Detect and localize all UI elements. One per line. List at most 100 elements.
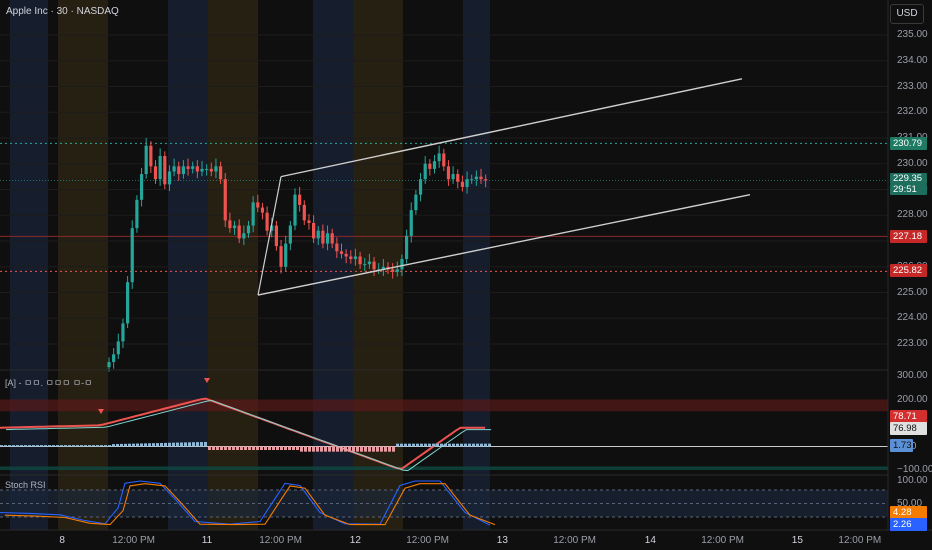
candle[interactable]	[223, 179, 227, 221]
histogram-bar	[184, 442, 187, 447]
candle[interactable]	[418, 179, 423, 195]
candle[interactable]	[177, 166, 181, 175]
candle[interactable]	[330, 233, 334, 244]
candle[interactable]	[335, 243, 339, 252]
histogram-bar	[12, 445, 15, 447]
sell-signal-marker[interactable]	[204, 378, 210, 383]
candle[interactable]	[167, 171, 172, 185]
candle[interactable]	[251, 202, 255, 226]
candle[interactable]	[149, 145, 153, 167]
candle[interactable]	[432, 161, 437, 169]
candle[interactable]	[316, 230, 320, 239]
candle[interactable]	[442, 153, 446, 167]
candle[interactable]	[302, 204, 306, 221]
histogram-bar	[248, 446, 251, 451]
candle[interactable]	[191, 166, 195, 169]
price-tick-label: 228.00	[897, 209, 928, 221]
candle[interactable]	[484, 179, 488, 181]
candle[interactable]	[279, 246, 283, 267]
channel-lower-line[interactable]	[257, 193, 751, 296]
candle[interactable]	[451, 174, 455, 180]
candle[interactable]	[353, 256, 358, 260]
candle[interactable]	[172, 166, 176, 172]
candle[interactable]	[312, 222, 316, 239]
candle[interactable]	[349, 256, 353, 260]
histogram-bar	[96, 445, 99, 447]
time-axis-label: 12:00 PM	[259, 535, 302, 546]
candle[interactable]	[195, 166, 199, 172]
candle[interactable]	[214, 166, 218, 172]
candle[interactable]	[139, 174, 144, 200]
candle[interactable]	[126, 282, 130, 324]
candle[interactable]	[400, 259, 404, 270]
candle[interactable]	[460, 181, 464, 187]
candle[interactable]	[181, 166, 185, 175]
candle[interactable]	[260, 207, 265, 213]
histogram-bar	[364, 446, 367, 452]
candle[interactable]	[344, 253, 348, 257]
candle[interactable]	[363, 264, 367, 266]
candle[interactable]	[339, 251, 344, 254]
candle[interactable]	[270, 225, 274, 231]
candle[interactable]	[298, 194, 302, 205]
candle[interactable]	[130, 228, 134, 283]
time-axis-label: 12:00 PM	[406, 535, 449, 546]
candle[interactable]	[423, 163, 427, 180]
candle[interactable]	[242, 233, 246, 239]
candle[interactable]	[256, 202, 260, 208]
candle[interactable]	[246, 225, 251, 234]
candle[interactable]	[200, 168, 204, 172]
candle[interactable]	[321, 230, 325, 244]
candle[interactable]	[409, 210, 413, 236]
candle[interactable]	[205, 168, 209, 170]
candle[interactable]	[163, 156, 167, 185]
candle[interactable]	[112, 354, 116, 363]
candle[interactable]	[428, 163, 432, 169]
candle[interactable]	[121, 323, 125, 342]
candle[interactable]	[414, 194, 418, 211]
candle[interactable]	[219, 166, 223, 180]
channel-upper-line[interactable]	[280, 78, 743, 178]
candle[interactable]	[437, 153, 441, 162]
candle[interactable]	[228, 220, 232, 229]
candle[interactable]	[367, 261, 371, 265]
candle[interactable]	[293, 194, 297, 226]
candle[interactable]	[144, 145, 148, 175]
candle[interactable]	[358, 256, 362, 265]
candle[interactable]	[288, 225, 292, 244]
candle[interactable]	[372, 261, 376, 270]
candle[interactable]	[284, 243, 288, 267]
candle[interactable]	[479, 176, 483, 180]
candle[interactable]	[107, 362, 111, 368]
candle[interactable]	[116, 341, 120, 355]
candle[interactable]	[237, 225, 241, 239]
histogram-bar	[84, 445, 87, 447]
candle[interactable]	[465, 179, 469, 187]
candle[interactable]	[381, 266, 385, 270]
candle[interactable]	[153, 166, 158, 180]
candle[interactable]	[446, 166, 451, 180]
candle[interactable]	[158, 156, 162, 180]
indicator-title[interactable]: [A] - ㅁㅁ. ㅁㅁㅁ ㅁ-ㅁ	[5, 378, 93, 388]
histogram-bar	[0, 445, 3, 447]
candle[interactable]	[307, 220, 311, 223]
histogram-bar	[116, 444, 119, 447]
candle[interactable]	[232, 225, 237, 229]
candle[interactable]	[209, 168, 213, 172]
sell-signal-marker[interactable]	[98, 409, 104, 414]
candle[interactable]	[391, 269, 395, 272]
candle[interactable]	[470, 179, 474, 181]
candle[interactable]	[135, 199, 139, 229]
candle[interactable]	[456, 174, 460, 182]
candle[interactable]	[395, 269, 399, 272]
histogram-bar	[60, 445, 63, 447]
candle[interactable]	[405, 235, 409, 260]
candle[interactable]	[474, 176, 478, 180]
candle[interactable]	[265, 212, 269, 231]
currency-button[interactable]: USD	[890, 4, 924, 24]
candle[interactable]	[325, 233, 330, 244]
candle[interactable]	[186, 166, 190, 169]
stoch-rsi-title[interactable]: Stoch RSI	[5, 480, 46, 490]
candle[interactable]	[274, 225, 278, 247]
